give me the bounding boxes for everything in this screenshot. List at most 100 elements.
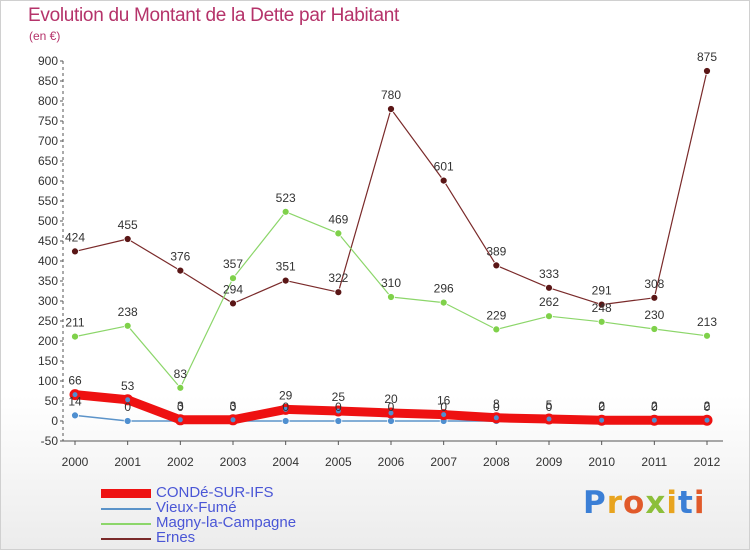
data-label-magny-la-campagne: 83: [174, 367, 188, 381]
data-label-magny-la-campagne: 296: [434, 282, 454, 296]
data-label-vieux-fum-: 0: [440, 400, 447, 414]
data-label-magny-la-campagne: 357: [223, 257, 243, 271]
data-point-vieux-fum-: [123, 417, 132, 425]
data-label-magny-la-campagne: 213: [697, 315, 717, 329]
data-point-magny-la-campagne: [71, 332, 79, 341]
data-label-cond-sur-ifs: 2: [704, 399, 711, 413]
data-label-cond-sur-ifs: 25: [332, 390, 346, 404]
data-label-ernes: 376: [170, 250, 190, 264]
data-label-vieux-fum-: 0: [230, 400, 237, 414]
data-label-cond-sur-ifs: 8: [493, 397, 500, 411]
data-point-ernes: [387, 105, 395, 113]
data-label-cond-sur-ifs: 53: [121, 379, 135, 393]
legend-swatch-ernes: [101, 538, 151, 540]
data-point-magny-la-campagne: [597, 317, 606, 326]
data-point-ernes: [176, 266, 185, 275]
x-tick-label: 2004: [272, 455, 299, 469]
data-point-ernes: [492, 261, 501, 270]
data-point-magny-la-campagne: [229, 274, 237, 283]
legend-label: Magny-la-Campagne: [156, 514, 297, 531]
y-tick-label: 750: [38, 114, 58, 128]
data-point-magny-la-campagne: [545, 312, 553, 321]
y-tick-label: 250: [38, 314, 58, 328]
x-tick-label: 2010: [588, 455, 615, 469]
data-point-magny-la-campagne: [334, 229, 343, 238]
y-tick-label: 200: [38, 334, 58, 348]
data-point-cond-sur-ifs: [438, 409, 450, 421]
data-point-ernes: [597, 300, 606, 309]
data-label-vieux-fum-: 0: [124, 400, 131, 414]
axes: -500501001502002503003504004505005506006…: [38, 54, 723, 469]
data-point-ernes: [545, 283, 553, 292]
data-label-ernes: 389: [486, 244, 506, 258]
x-tick-label: 2008: [483, 455, 510, 469]
data-label-ernes: 351: [276, 260, 296, 274]
data-point-magny-la-campagne: [281, 207, 290, 216]
legend-label: Vieux-Fumé: [156, 499, 237, 516]
data-point-ernes: [71, 247, 79, 256]
data-label-ernes: 424: [65, 230, 85, 244]
data-point-vieux-fum-: [334, 417, 343, 425]
data-point-cond-sur-ifs: [280, 403, 292, 415]
y-tick-label: 650: [38, 154, 58, 168]
data-point-vieux-fum-: [387, 417, 395, 425]
data-label-cond-sur-ifs: 20: [384, 392, 398, 406]
data-label-ernes: 294: [223, 282, 243, 296]
data-point-ernes: [334, 288, 343, 297]
data-label-cond-sur-ifs: 66: [68, 374, 82, 388]
data-label-magny-la-campagne: 230: [644, 308, 664, 322]
data-label-cond-sur-ifs: 3: [177, 399, 184, 413]
data-label-vieux-fum-: 0: [598, 400, 605, 414]
legend-label: Ernes: [156, 529, 196, 546]
data-point-cond-sur-ifs: [227, 414, 239, 426]
y-tick-label: 150: [38, 354, 58, 368]
data-point-ernes: [281, 276, 290, 285]
y-tick-label: 900: [38, 54, 58, 68]
chart-subtitle: (en €): [29, 29, 61, 43]
data-label-magny-la-campagne: 310: [381, 276, 401, 290]
data-point-cond-sur-ifs: [648, 414, 660, 426]
data-label-vieux-fum-: 0: [704, 400, 711, 414]
data-point-ernes: [703, 67, 711, 75]
data-label-vieux-fum-: 0: [546, 400, 553, 414]
data-label-vieux-fum-: 0: [388, 400, 395, 414]
y-tick-label: 350: [38, 274, 58, 288]
data-label-magny-la-campagne: 211: [65, 316, 84, 330]
proxiti-logo: Proxiti: [583, 485, 706, 521]
data-point-cond-sur-ifs: [69, 389, 81, 401]
data-label-magny-la-campagne: 262: [539, 295, 559, 309]
data-point-magny-la-campagne: [387, 293, 395, 301]
y-tick-label: 850: [38, 74, 58, 88]
legend-swatch-magny-la-campagne: [101, 523, 151, 525]
data-point-cond-sur-ifs: [174, 414, 186, 426]
y-tick-label: 450: [38, 234, 58, 248]
legend-swatch-vieux-fume: [101, 508, 151, 510]
data-label-vieux-fum-: 0: [651, 400, 658, 414]
data-point-magny-la-campagne: [703, 331, 711, 340]
x-tick-label: 2012: [694, 455, 721, 469]
data-label-ernes: 601: [434, 160, 454, 174]
x-tick-label: 2007: [430, 455, 457, 469]
data-point-cond-sur-ifs: [385, 407, 397, 419]
x-tick-label: 2009: [536, 455, 563, 469]
data-point-cond-sur-ifs: [543, 413, 555, 425]
y-tick-label: 400: [38, 254, 58, 268]
data-point-vieux-fum-: [71, 411, 79, 420]
y-tick-label: 500: [38, 214, 58, 228]
data-point-cond-sur-ifs: [701, 414, 713, 426]
data-point-ernes: [123, 235, 132, 243]
x-tick-label: 2000: [62, 455, 89, 469]
x-tick-label: 2006: [378, 455, 405, 469]
legend-swatch-conde-sur-ifs: [101, 489, 151, 498]
y-tick-label: 100: [38, 374, 58, 388]
data-label-vieux-fum-: 0: [282, 400, 289, 414]
y-tick-label: 50: [45, 394, 59, 408]
y-tick-label: 700: [38, 134, 58, 148]
data-label-magny-la-campagne: 229: [486, 308, 506, 322]
data-label-cond-sur-ifs: 16: [437, 394, 451, 408]
data-point-magny-la-campagne: [492, 325, 501, 334]
legend-label: CONDé-SUR-IFS: [156, 484, 274, 501]
data-point-cond-sur-ifs: [122, 394, 134, 406]
